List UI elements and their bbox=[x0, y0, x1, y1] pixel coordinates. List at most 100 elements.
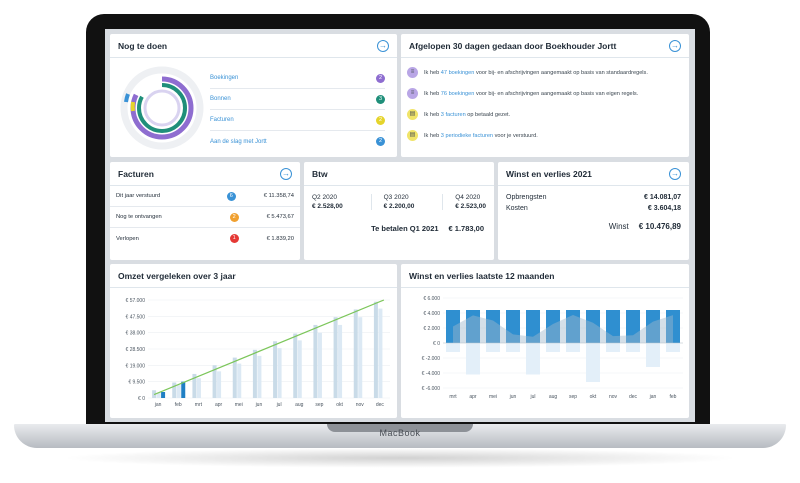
bar-positive bbox=[606, 310, 620, 343]
x-tick-label: jul bbox=[276, 402, 282, 408]
bar bbox=[172, 382, 177, 398]
todo-count-badge: 2 bbox=[376, 115, 385, 125]
btw-quarter-label: Q3 2020 bbox=[383, 194, 409, 201]
activity-header: Afgelopen 30 dagen gedaan door Boekhoude… bbox=[401, 34, 689, 58]
bar-positive bbox=[586, 310, 600, 343]
bar bbox=[358, 317, 363, 398]
wv12-header: Winst en verlies laatste 12 maanden bbox=[401, 264, 689, 288]
activity-card: Afgelopen 30 dagen gedaan door Boekhoude… bbox=[401, 34, 689, 157]
facturen-header: Facturen → bbox=[110, 162, 300, 186]
todo-item[interactable]: Boekingen 2 bbox=[210, 68, 385, 89]
btw-quarters: Q2 2020 € 2.528,00 Q3 2020 € 2.200,00 Q4… bbox=[304, 186, 494, 210]
wv-total-value: € 10.476,89 bbox=[638, 222, 681, 231]
y-tick-label: € 47.500 bbox=[126, 314, 146, 320]
bar bbox=[156, 392, 161, 398]
wv-label: Opbrengsten bbox=[506, 194, 547, 201]
x-tick-label: mei bbox=[235, 402, 243, 408]
activity-item: ▤ Ik heb 3 facturen op betaald gezet. bbox=[407, 104, 683, 125]
area-series bbox=[453, 315, 673, 343]
bar bbox=[176, 385, 181, 398]
wv-total-label: Winst bbox=[608, 222, 629, 231]
facturen-row[interactable]: Dit jaar verstuurd 6 € 11.358,74 bbox=[110, 186, 300, 207]
wv12-chart: € -6.000 € -4.000 € -2.000 € 0 € 2.000 € 4.00… bbox=[422, 296, 683, 400]
btw-quarter-amount: € 2.523,00 bbox=[455, 203, 486, 210]
bar bbox=[373, 301, 378, 398]
bar bbox=[333, 317, 338, 398]
todo-card: Nog te doen → Boekingen 2 Bonnen 3 bbox=[110, 34, 397, 157]
x-tick-label: sep bbox=[569, 394, 577, 400]
bar-positive bbox=[506, 310, 520, 343]
x-tick-label: sep bbox=[315, 402, 323, 408]
bar-positive bbox=[626, 310, 640, 343]
omzet-chart: € 0 € 9.500 € 19.000 € 28.500 € 38.000 € 47.5… bbox=[126, 298, 390, 408]
btw-quarter-label: Q4 2020 bbox=[455, 194, 481, 201]
bar bbox=[338, 324, 343, 398]
activity-link[interactable]: 47 boekingen bbox=[440, 69, 475, 76]
activity-item: ≡ Ik heb 47 boekingen voor bij- en afsch… bbox=[407, 62, 683, 83]
facturen-count-badge: 2 bbox=[229, 212, 239, 222]
btw-due-label: Te betalen Q1 2021 bbox=[371, 224, 439, 233]
todo-count-badge: 2 bbox=[376, 137, 385, 146]
wv-row: Kosten € 3.604,18 bbox=[506, 205, 681, 212]
activity-text: Ik heb 3 periodieke facturen voor je ver… bbox=[424, 132, 538, 139]
bar bbox=[317, 332, 322, 398]
wv-arrow-icon[interactable]: → bbox=[669, 167, 681, 180]
facturen-count-badge: 6 bbox=[226, 191, 236, 201]
todo-item-label[interactable]: Aan de slag met Jortt bbox=[210, 138, 267, 145]
todo-title: Nog te doen bbox=[118, 40, 168, 51]
activity-arrow-icon[interactable]: → bbox=[669, 39, 681, 52]
btw-header: Btw bbox=[304, 162, 494, 186]
wv-title: Winst en verlies 2021 bbox=[506, 168, 592, 179]
y-tick-label: € 9.500 bbox=[128, 380, 145, 386]
facturen-arrow-icon[interactable]: → bbox=[280, 167, 292, 180]
x-tick-label: jun bbox=[509, 394, 517, 400]
todo-item-label[interactable]: Boekingen bbox=[210, 75, 239, 81]
wv-card: Winst en verlies 2021 → Opbrengsten € 14… bbox=[498, 162, 689, 260]
wv-label: Kosten bbox=[506, 205, 528, 212]
btw-due: Te betalen Q1 2021 € 1.783,00 bbox=[304, 210, 494, 233]
facturen-row[interactable]: Nog te ontvangen 2 € 5.473,67 bbox=[110, 207, 300, 228]
activity-text: Ik heb 3 facturen op betaald gezet. bbox=[424, 111, 511, 118]
bar bbox=[196, 378, 201, 398]
x-tick-label: aug bbox=[549, 394, 558, 400]
activity-link[interactable]: 76 boekingen bbox=[440, 90, 475, 97]
x-tick-label: apr bbox=[469, 394, 477, 400]
wv-row: Opbrengsten € 14.081,07 bbox=[506, 194, 681, 201]
bar-positive bbox=[566, 310, 580, 343]
x-tick-label: aug bbox=[295, 402, 304, 408]
bar bbox=[192, 373, 197, 398]
todo-count-badge: 3 bbox=[376, 94, 385, 104]
btw-quarter: Q4 2020 € 2.523,00 bbox=[442, 194, 486, 210]
brand-label: MacBook bbox=[379, 428, 421, 438]
bar-negative bbox=[666, 343, 680, 352]
todo-list: Boekingen 2 Bonnen 3 Facturen 2 Aan de s… bbox=[210, 68, 385, 152]
bar-negative bbox=[466, 343, 480, 375]
todo-item-label[interactable]: Facturen bbox=[210, 117, 234, 123]
activity-link[interactable]: 3 periodieke facturen bbox=[440, 132, 494, 139]
facturen-row-label: Dit jaar verstuurd bbox=[116, 193, 161, 199]
booking-icon: ≡ bbox=[407, 88, 418, 99]
bar-positive bbox=[446, 310, 460, 343]
todo-item[interactable]: Bonnen 3 bbox=[210, 89, 385, 110]
x-tick-label: feb bbox=[670, 394, 677, 400]
bar-negative bbox=[646, 343, 660, 367]
todo-item[interactable]: Aan de slag met Jortt 2 bbox=[210, 131, 385, 152]
wv-header: Winst en verlies 2021 → bbox=[498, 162, 689, 186]
x-tick-label: mrt bbox=[195, 402, 203, 408]
bar bbox=[181, 381, 186, 398]
todo-item[interactable]: Facturen 2 bbox=[210, 110, 385, 131]
bar-positive bbox=[546, 310, 560, 343]
todo-arrow-icon[interactable]: → bbox=[377, 39, 389, 52]
wv12-card: Winst en verlies laatste 12 maanden € -6… bbox=[401, 264, 689, 418]
activity-link[interactable]: 3 facturen bbox=[440, 111, 466, 118]
activity-list: ≡ Ik heb 47 boekingen voor bij- en afsch… bbox=[401, 58, 689, 150]
facturen-row[interactable]: Verlopen 1 € 1.839,20 bbox=[110, 228, 300, 249]
x-tick-label: mrt bbox=[449, 394, 457, 400]
x-tick-label: okt bbox=[336, 402, 343, 408]
x-tick-label: dec bbox=[629, 394, 638, 400]
btw-card: Btw Q2 2020 € 2.528,00 Q3 2020 € 2.200,0… bbox=[304, 162, 494, 260]
facturen-amount: € 5.473,67 bbox=[266, 214, 294, 220]
x-tick-label: jan bbox=[649, 394, 657, 400]
todo-item-label[interactable]: Bonnen bbox=[210, 96, 231, 102]
